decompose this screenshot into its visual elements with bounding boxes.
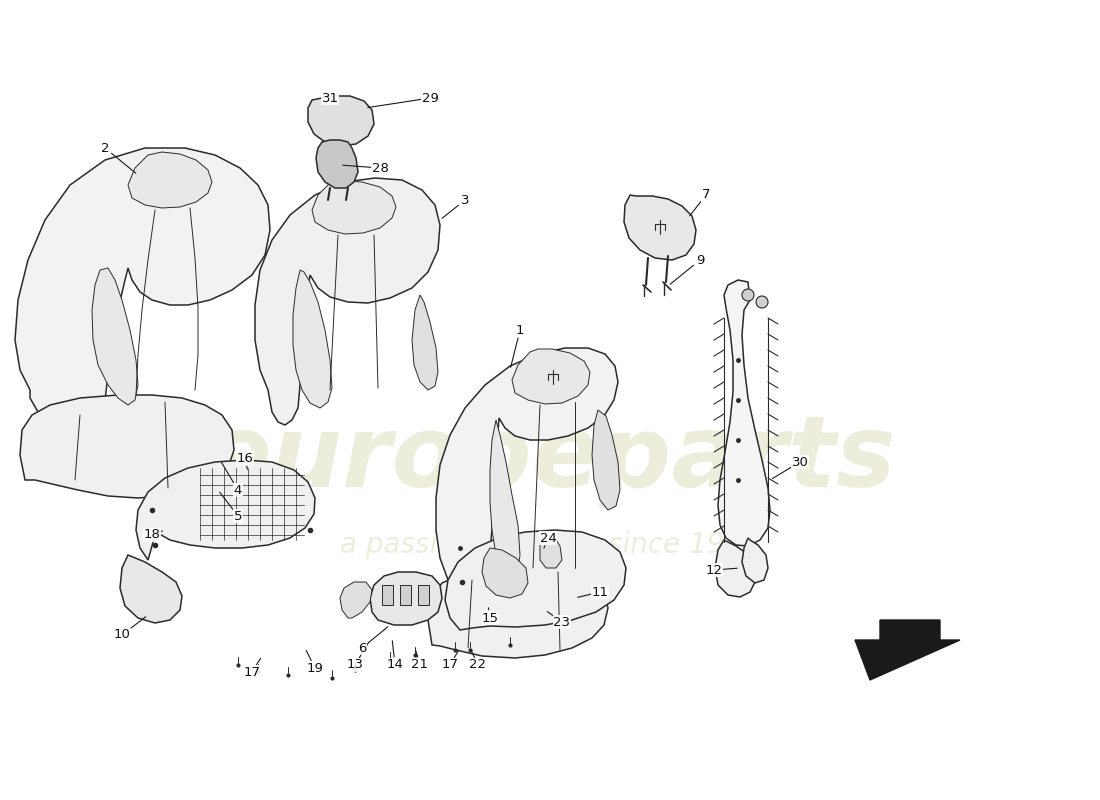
Text: 15: 15 [482,611,498,625]
Polygon shape [428,568,608,658]
Text: 22: 22 [470,658,486,671]
Text: 29: 29 [421,91,439,105]
Polygon shape [340,582,372,618]
Text: 24: 24 [540,531,557,545]
Polygon shape [370,572,442,625]
Text: 21: 21 [411,658,429,671]
Text: 18: 18 [144,529,161,542]
Bar [400,585,411,605]
Text: 7: 7 [702,189,711,202]
Text: 1: 1 [516,323,525,337]
Circle shape [742,289,754,301]
Polygon shape [512,349,590,404]
Text: 31: 31 [321,91,339,105]
Polygon shape [15,148,270,432]
Text: 3: 3 [461,194,470,206]
Text: 17: 17 [441,658,459,671]
Text: 13: 13 [346,658,363,671]
Text: 19: 19 [307,662,323,674]
Text: 23: 23 [553,615,571,629]
Text: 9: 9 [696,254,704,266]
Polygon shape [92,268,138,405]
Polygon shape [412,295,438,390]
Text: 17: 17 [243,666,261,678]
Polygon shape [312,181,396,234]
Bar [418,585,429,605]
Text: 14: 14 [386,658,404,671]
Text: 28: 28 [372,162,388,174]
Circle shape [756,296,768,308]
Polygon shape [624,195,696,260]
Text: 10: 10 [113,629,131,642]
Polygon shape [592,410,620,510]
Text: a passion for parts since 1985: a passion for parts since 1985 [340,531,760,559]
Polygon shape [540,535,562,568]
Polygon shape [718,280,770,546]
Polygon shape [136,460,315,560]
Polygon shape [482,548,528,598]
Polygon shape [120,555,182,623]
Text: 11: 11 [592,586,608,598]
Text: 2: 2 [101,142,109,154]
Polygon shape [316,140,358,188]
Polygon shape [168,490,200,502]
Polygon shape [293,270,332,408]
Polygon shape [128,152,212,208]
Text: 30: 30 [792,455,808,469]
Text: europeparts: europeparts [204,411,896,509]
Polygon shape [742,538,768,583]
Polygon shape [20,395,234,498]
Polygon shape [446,530,626,630]
Text: 6: 6 [358,642,366,654]
Polygon shape [490,420,520,576]
Polygon shape [308,96,374,146]
Text: 5: 5 [233,510,242,522]
Text: 16: 16 [236,451,253,465]
Polygon shape [715,540,756,597]
Polygon shape [855,620,960,680]
Text: 4: 4 [234,483,242,497]
Polygon shape [436,348,618,588]
Polygon shape [255,178,440,425]
Bar [382,585,393,605]
Text: 12: 12 [705,563,723,577]
